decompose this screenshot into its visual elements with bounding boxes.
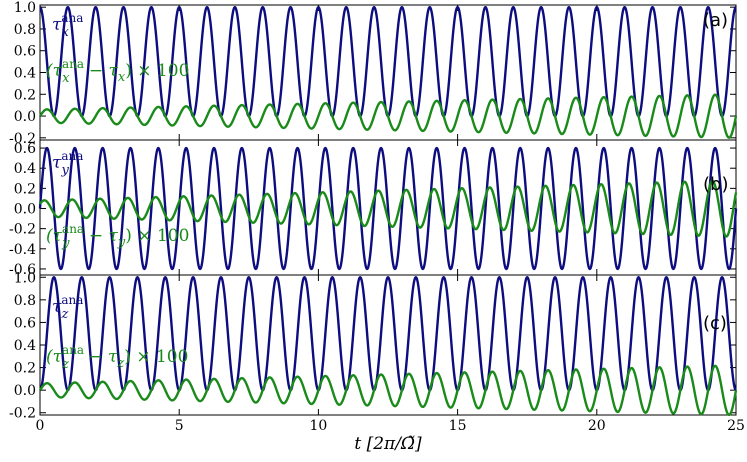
y-tick-label: 0.2: [14, 181, 36, 197]
panel-b-series-green: [38, 179, 738, 238]
x-tick-label: 0: [36, 418, 45, 434]
y-tick-label: -0.6: [9, 262, 36, 278]
y-tick-label: 0.8: [14, 22, 36, 38]
panel-b: -0.6 -0.4 -0.2 0.0 0.2 0.4 0.6 (b) τana y (τana…: [9, 139, 738, 278]
x-axis-label: t [2π/Ω̃]: [354, 434, 422, 454]
panel-c-yticks: -0.2 0.0 0.2 0.4 0.6 0.8 1.0: [9, 270, 736, 422]
panel-a-label: (a): [703, 10, 728, 31]
panel-c-legend-green: (τana z − τz) × 100: [46, 343, 188, 372]
y-tick-label: 0.4: [14, 66, 36, 82]
x-tick-label: 10: [309, 418, 327, 434]
y-tick-label: 0.4: [14, 161, 36, 177]
panel-b-yticks: -0.6 -0.4 -0.2 0.0 0.2 0.4 0.6: [9, 141, 736, 278]
x-tick-label: 20: [588, 418, 606, 434]
y-tick-label: 0.6: [14, 44, 36, 60]
panel-b-series-blue: [38, 146, 738, 271]
y-tick-label: 1.0: [14, 0, 36, 16]
y-tick-label: 0.4: [14, 338, 36, 354]
y-tick-label: 0.0: [14, 202, 36, 218]
panel-c-legend-blue: τana z: [52, 293, 83, 322]
x-tick-label: 25: [727, 418, 745, 434]
panel-c: -0.2 0.0 0.2 0.4 0.6 0.8 1.0 (c) τana z (τana z …: [9, 270, 738, 422]
panel-a-yticks: -0.2 0.0 0.2 0.4 0.6 0.8 1.0: [9, 0, 736, 147]
panel-b-xticks: [39, 140, 737, 275]
y-tick-label: 0.8: [14, 293, 36, 309]
panel-b-legend-blue: τana y: [52, 149, 83, 178]
y-tick-label: 0.2: [14, 361, 36, 377]
panel-c-series-blue: [39, 276, 737, 392]
y-tick-label: -0.4: [9, 242, 36, 258]
y-tick-label: 0.0: [14, 109, 36, 125]
panel-a-series-green: [39, 93, 738, 139]
panel-a-legend-green: (τana x − τx) × 100: [46, 57, 189, 86]
x-tick-labels: 0 5 10 15 20 25: [36, 418, 745, 434]
panel-a: -0.2 0.0 0.2 0.4 0.6 0.8 1.0 (a) τana x (τana x …: [9, 0, 738, 147]
y-tick-label: 0.6: [14, 315, 36, 331]
y-tick-label: 1.0: [14, 270, 36, 286]
x-tick-label: 15: [449, 418, 467, 434]
panel-b-legend-green: (τana y − τy) × 100: [46, 222, 189, 251]
y-tick-label: 0.2: [14, 87, 36, 103]
y-tick-label: -0.2: [9, 222, 36, 238]
panel-c-label: (c): [703, 313, 727, 334]
x-tick-label: 5: [175, 418, 184, 434]
y-tick-label: 0.6: [14, 141, 36, 157]
panel-b-label: (b): [703, 174, 728, 195]
panel-a-legend-blue: τana x: [52, 11, 83, 40]
panel-c-series-green: [38, 364, 738, 417]
panel-c-xticks: [39, 275, 737, 415]
y-tick-label: -0.2: [9, 406, 36, 422]
y-tick-label: 0.0: [14, 383, 36, 399]
y-tick-label: -0.2: [9, 131, 36, 147]
